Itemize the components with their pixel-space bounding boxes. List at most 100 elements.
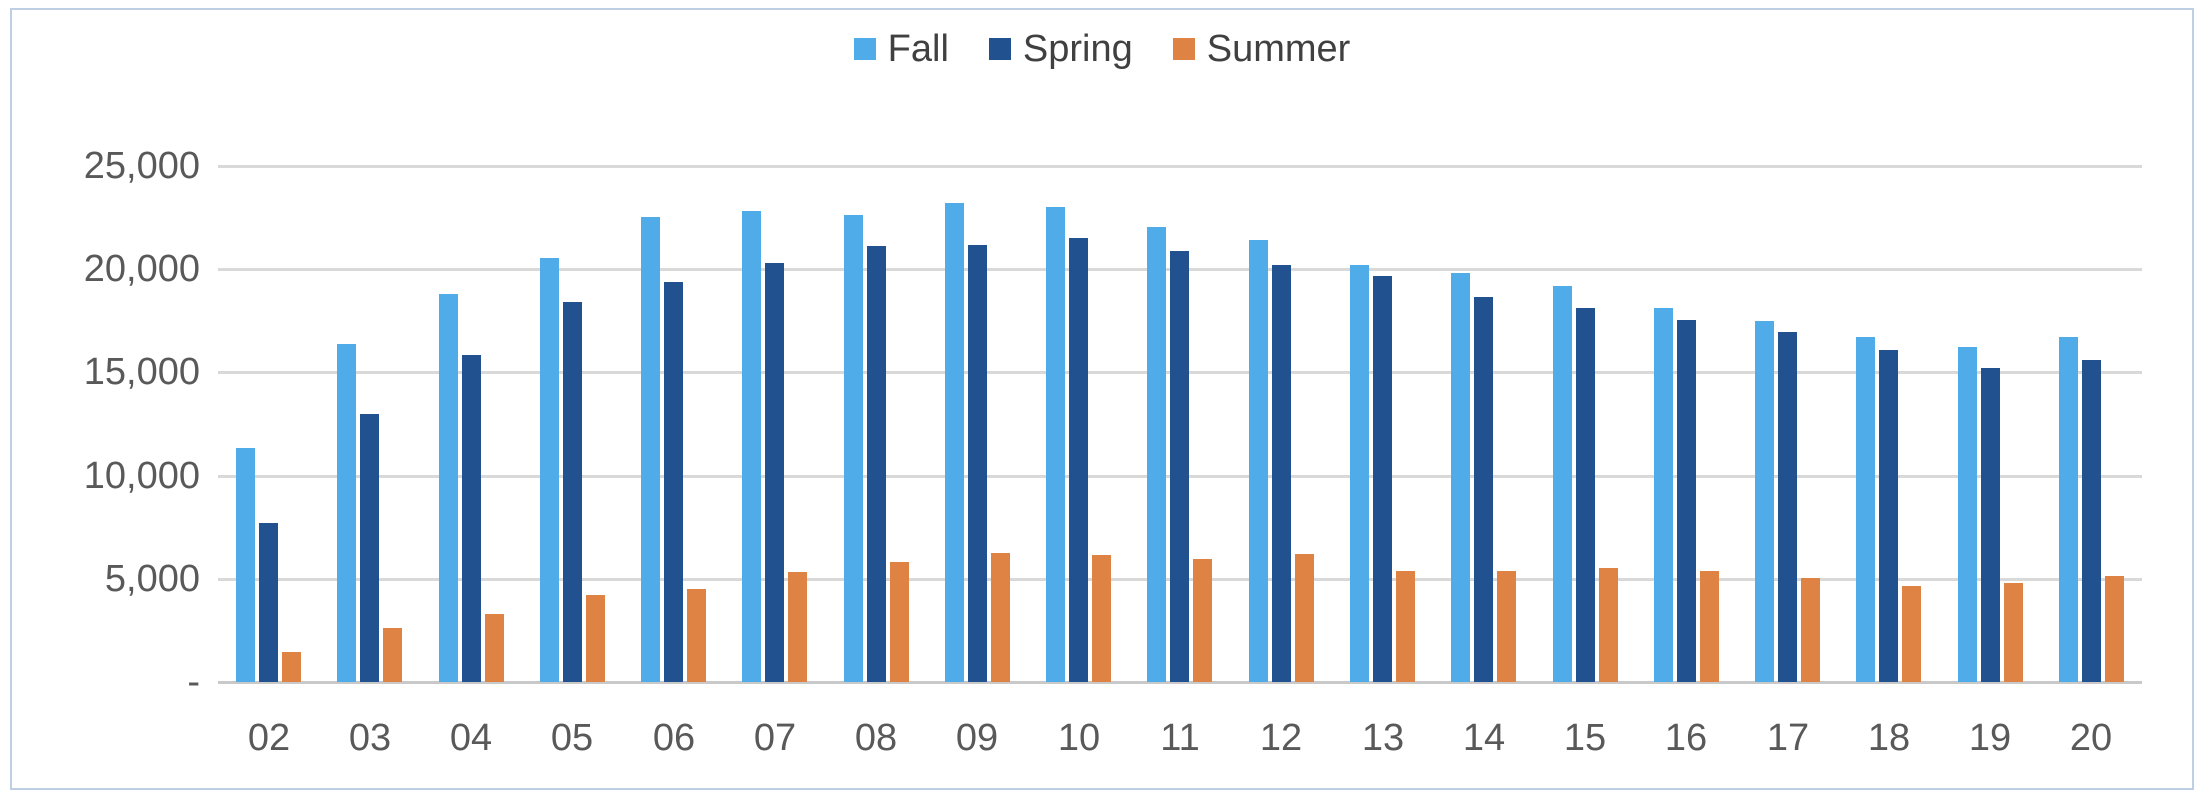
x-axis-label: 18	[1867, 717, 1911, 759]
x-axis-label: 12	[1259, 717, 1303, 759]
bar-group-13	[1332, 166, 1433, 682]
bar-fall-04	[438, 294, 458, 682]
x-axis-label: 04	[449, 717, 493, 759]
bar-spring-07	[765, 263, 785, 682]
bar-fall-09	[944, 203, 964, 682]
bar-spring-06	[664, 282, 684, 682]
bar-group-09	[927, 166, 1028, 682]
x-axis-label: 08	[854, 717, 898, 759]
x-axis-label: 03	[348, 717, 392, 759]
gridline	[218, 165, 2142, 168]
bar-fall-05	[539, 258, 559, 682]
bar-group-07	[724, 166, 825, 682]
x-axis-label: 11	[1160, 717, 1200, 759]
bar-spring-09	[967, 245, 987, 682]
bar-group-02	[218, 166, 319, 682]
bar-group-15	[1534, 166, 1635, 682]
x-axis-label: 15	[1563, 717, 1607, 759]
y-axis-label: 25,000	[83, 145, 200, 187]
bar-group-12	[1231, 166, 1332, 682]
x-axis-label: 10	[1057, 717, 1101, 759]
x-axis-label: 20	[2069, 717, 2113, 759]
y-axis-label: -	[187, 661, 200, 703]
bar-spring-15	[1575, 308, 1595, 682]
bar-summer-18	[1902, 586, 1922, 682]
y-axis-label: 15,000	[83, 351, 200, 393]
bar-group-17	[1737, 166, 1838, 682]
bar-group-20	[2041, 166, 2142, 682]
bar-group-05	[522, 166, 623, 682]
bar-summer-02	[282, 652, 302, 682]
bar-summer-06	[687, 589, 707, 682]
bar-group-10	[1028, 166, 1129, 682]
x-axis-label: 05	[550, 717, 594, 759]
x-axis-line	[218, 681, 2142, 684]
bar-group-16	[1636, 166, 1737, 682]
summer-legend-swatch	[1172, 38, 1195, 60]
bar-summer-05	[585, 595, 605, 682]
bar-fall-17	[1755, 321, 1775, 682]
x-axis-label: 07	[753, 717, 797, 759]
legend-item-fall: Fall	[853, 28, 949, 70]
fall-legend-label: Fall	[887, 28, 949, 70]
x-axis-label: 16	[1664, 717, 1708, 759]
bar-fall-11	[1147, 227, 1167, 682]
y-axis-label: 5,000	[104, 558, 200, 600]
bar-fall-10	[1046, 207, 1066, 682]
bar-fall-03	[337, 344, 357, 682]
bar-spring-20	[2081, 360, 2101, 682]
x-axis-label: 19	[1968, 717, 2012, 759]
bar-group-18	[1838, 166, 1939, 682]
y-axis-label: 20,000	[83, 248, 200, 290]
bar-summer-07	[788, 572, 808, 682]
bar-summer-15	[1598, 568, 1618, 682]
chart-legend: Fall Spring Summer	[0, 30, 2204, 68]
fall-legend-swatch	[853, 38, 876, 60]
bar-spring-02	[259, 523, 279, 682]
bar-summer-09	[990, 553, 1010, 682]
bar-fall-20	[2058, 337, 2078, 682]
bar-spring-17	[1778, 332, 1798, 682]
bar-fall-13	[1350, 265, 1370, 682]
plot-area	[218, 165, 2142, 684]
legend-item-summer: Summer	[1172, 28, 1351, 70]
bar-summer-16	[1699, 571, 1719, 682]
bar-group-04	[421, 166, 522, 682]
bar-summer-03	[383, 628, 403, 682]
bar-summer-08	[889, 562, 909, 682]
bar-summer-19	[2003, 583, 2023, 682]
bar-fall-08	[843, 215, 863, 682]
bar-fall-12	[1248, 240, 1268, 682]
bar-spring-13	[1373, 276, 1393, 682]
bar-spring-03	[360, 414, 380, 682]
x-axis-label: 13	[1361, 717, 1405, 759]
bar-spring-16	[1676, 320, 1696, 682]
bar-spring-10	[1069, 238, 1089, 682]
y-axis-label: 10,000	[83, 455, 200, 497]
x-axis-label: 17	[1766, 717, 1810, 759]
bar-group-11	[1129, 166, 1230, 682]
bar-spring-19	[1980, 368, 2000, 682]
bar-summer-20	[2104, 576, 2124, 682]
bar-group-08	[826, 166, 927, 682]
bar-spring-11	[1170, 251, 1190, 682]
bar-fall-14	[1451, 273, 1471, 682]
summer-legend-label: Summer	[1206, 28, 1351, 70]
bar-group-19	[1939, 166, 2040, 682]
x-axis-label: 09	[955, 717, 999, 759]
bar-spring-12	[1271, 265, 1291, 682]
x-axis-label: 06	[652, 717, 696, 759]
bar-summer-17	[1801, 578, 1821, 682]
bar-spring-04	[461, 355, 481, 682]
bar-group-14	[1433, 166, 1534, 682]
legend-item-spring: Spring	[988, 28, 1133, 70]
bar-group-03	[319, 166, 420, 682]
bar-spring-18	[1879, 350, 1899, 682]
bar-fall-18	[1856, 337, 1876, 682]
bar-summer-14	[1497, 571, 1517, 682]
bar-fall-16	[1653, 308, 1673, 682]
bar-spring-08	[866, 246, 886, 682]
bar-fall-06	[641, 217, 661, 682]
x-axis-label: 14	[1462, 717, 1506, 759]
spring-legend-label: Spring	[1022, 28, 1133, 70]
